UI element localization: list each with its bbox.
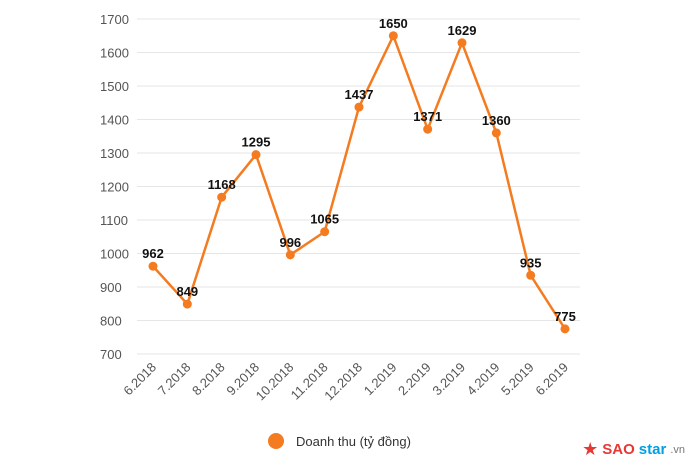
data-labels: 962 849 1168 1295 996 1065 1437 1650 1371 1629 136… <box>142 16 576 324</box>
data-label: 1371 <box>413 109 442 124</box>
star-icon: ★ <box>582 439 599 459</box>
data-point <box>251 150 261 160</box>
data-point <box>148 261 158 271</box>
y-tick-label: 700 <box>100 347 122 362</box>
x-tick-label: 2.2019 <box>395 360 434 399</box>
y-tick-label: 1500 <box>100 79 129 94</box>
y-tick-label: 1100 <box>100 213 128 228</box>
data-label: 996 <box>279 235 301 250</box>
watermark-star: star <box>638 441 667 458</box>
data-point <box>388 31 398 41</box>
x-tick-label: 5.2019 <box>498 360 537 399</box>
legend-label: Doanh thu (tỷ đồng) <box>296 433 411 449</box>
data-point <box>354 102 364 112</box>
y-tick-label: 1200 <box>100 180 129 195</box>
legend: Doanh thu (tỷ đồng) <box>268 433 411 449</box>
grid-lines <box>137 18 580 355</box>
x-tick-label: 10.2018 <box>253 360 297 404</box>
data-point <box>217 192 227 202</box>
data-label: 849 <box>176 284 198 299</box>
x-tick-label: 6.2019 <box>532 360 571 399</box>
data-label: 935 <box>520 255 542 270</box>
x-tick-label: 6.2018 <box>120 360 159 399</box>
data-point <box>491 128 501 138</box>
data-point <box>285 250 295 260</box>
data-point <box>560 324 570 334</box>
y-tick-label: 1700 <box>100 12 129 27</box>
data-label: 1168 <box>208 177 236 192</box>
y-axis-tick-labels: 700 800 900 1000 1100 1200 1300 1400 1500 1600 170… <box>100 12 129 362</box>
data-label: 1437 <box>345 87 374 102</box>
x-tick-label: 3.2019 <box>429 360 468 399</box>
watermark-logo: ★ SAO star .vn <box>582 439 685 460</box>
data-label: 1065 <box>310 212 339 227</box>
x-tick-label: 7.2018 <box>155 360 194 399</box>
data-point <box>526 270 536 280</box>
y-tick-label: 800 <box>100 314 122 329</box>
data-label: 1360 <box>482 113 511 128</box>
x-tick-label: 8.2018 <box>189 360 228 399</box>
data-point <box>457 38 467 48</box>
y-tick-label: 1300 <box>100 146 129 161</box>
legend-marker-icon <box>268 433 284 449</box>
y-tick-label: 1600 <box>100 46 129 61</box>
data-label: 962 <box>142 246 164 261</box>
watermark-suffix: .vn <box>670 443 685 456</box>
data-points <box>148 31 570 334</box>
y-tick-label: 1400 <box>100 113 129 128</box>
data-label: 1295 <box>242 135 271 150</box>
x-tick-label: 1.2019 <box>361 360 400 399</box>
watermark-sao: SAO <box>602 441 635 458</box>
y-tick-label: 900 <box>100 280 122 295</box>
x-tick-label: 12.2018 <box>321 360 365 404</box>
data-label: 1650 <box>379 16 408 31</box>
data-point <box>423 124 433 134</box>
x-tick-label: 4.2019 <box>464 360 503 399</box>
data-label: 775 <box>554 309 576 324</box>
data-point <box>182 299 192 309</box>
data-label: 1629 <box>448 23 477 38</box>
x-axis-tick-labels: 6.20187.20188.20189.201810.201811.201812… <box>120 360 571 404</box>
data-point <box>320 227 330 237</box>
y-tick-label: 1000 <box>100 247 129 262</box>
